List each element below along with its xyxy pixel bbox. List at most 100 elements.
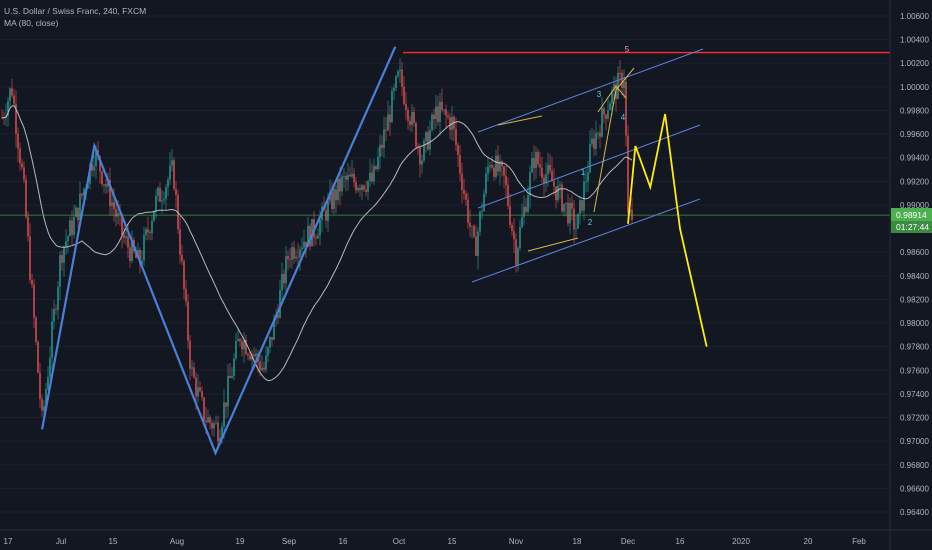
candle-body (345, 176, 347, 180)
candle-body (277, 314, 279, 318)
candle-body (463, 190, 465, 194)
price-tick-label: 0.98200 (900, 295, 929, 304)
candle-body (139, 249, 141, 265)
candle-body (621, 72, 623, 89)
candle-body (289, 259, 291, 261)
candle-body (159, 187, 161, 202)
candle-body (483, 193, 485, 212)
trend-line[interactable] (527, 237, 579, 252)
candle-body (607, 109, 609, 119)
candle-body (559, 184, 561, 186)
candle-body (631, 209, 633, 220)
price-tick-label: 0.97400 (900, 390, 929, 399)
candle-body (61, 255, 63, 263)
price-tick-label: 0.99200 (900, 177, 929, 186)
time-tick-label: 2020 (732, 537, 750, 546)
candle-body (401, 69, 403, 87)
time-axis[interactable]: 17 Jul 15 Aug 19 Sep 16 Oct 15 Nov 18 Dec 16 2020 20 Fe… (4, 537, 867, 546)
candle-body (325, 210, 327, 221)
channel-line[interactable] (477, 124, 701, 209)
candle-body (479, 211, 481, 232)
chart-legend: U.S. Dollar / Swiss Franc, 240, FXCM MA … (4, 5, 146, 29)
candle-body (489, 165, 491, 167)
candle-body (555, 186, 557, 201)
price-axis[interactable]: 1.00600 1.00400 1.00200 1.00000 0.99800 0.996… (900, 12, 929, 517)
candle-body (33, 284, 35, 318)
time-tick-label: 15 (448, 537, 457, 546)
moving-average-line (1, 105, 633, 382)
candle-body (393, 87, 395, 91)
candle-body (391, 90, 393, 123)
candle-body (493, 167, 495, 177)
candle-body (553, 181, 555, 187)
channel-line[interactable] (471, 198, 701, 283)
time-tick-label: Aug (170, 537, 184, 546)
candle-body (379, 144, 381, 157)
candle-body (73, 217, 75, 235)
wave-label: 3 (597, 90, 602, 99)
price-tick-label: 0.97600 (900, 366, 929, 375)
candle-body (593, 138, 595, 149)
candle-body (93, 166, 95, 171)
candle-body (365, 189, 367, 192)
forecast-path[interactable] (627, 113, 708, 347)
channel-line[interactable] (477, 48, 704, 133)
candle-body (173, 160, 175, 189)
candle-body (591, 138, 593, 144)
drawings-layer[interactable] (0, 46, 890, 456)
candle-body (597, 132, 599, 134)
candle-body (523, 206, 525, 217)
symbol-title[interactable]: U.S. Dollar / Swiss Franc, 240, FXCM (4, 6, 147, 16)
candle-body (529, 172, 531, 196)
candle-body (377, 156, 379, 170)
candle-body (305, 241, 307, 247)
candle-body (343, 176, 345, 177)
candle-body (183, 261, 185, 289)
candle-body (125, 236, 127, 239)
candle-body (279, 290, 281, 318)
candle-body (387, 114, 389, 131)
candle-body (207, 417, 209, 423)
trend-line[interactable] (497, 115, 543, 126)
candle-body (115, 209, 117, 217)
candle-body (163, 199, 165, 201)
candle-body (449, 117, 451, 131)
candle-body (31, 279, 33, 285)
candle-body (165, 187, 167, 200)
candle-body (19, 148, 21, 164)
candle-body (549, 164, 551, 171)
candle-body (353, 173, 355, 183)
candle-body (623, 81, 625, 89)
candle-body (233, 358, 235, 376)
trend-line[interactable] (597, 85, 627, 113)
candle-body (45, 389, 47, 407)
price-tick-label: 0.96600 (900, 484, 929, 493)
candle-body (399, 69, 401, 72)
candle-body (373, 166, 375, 182)
price-tick-label: 1.00000 (900, 83, 929, 92)
trend-line[interactable] (593, 67, 635, 213)
candle-body (619, 72, 621, 74)
candle-body (499, 161, 501, 172)
candle-body (113, 202, 115, 210)
price-tick-label: 0.96800 (900, 461, 929, 470)
time-tick-label: Jul (56, 537, 66, 546)
candle-body (367, 181, 369, 192)
candle-body (495, 155, 497, 177)
candle-body (481, 211, 483, 212)
candle-body (197, 387, 199, 397)
candle-body (71, 220, 73, 235)
candle-body (201, 391, 203, 398)
candle-body (199, 387, 201, 392)
candle-body (141, 260, 143, 265)
price-tick-label: 1.00600 (900, 12, 929, 21)
grid (0, 15, 890, 513)
candle-body (77, 207, 79, 221)
elliott-zigzag-line[interactable] (41, 46, 397, 456)
candle-body (531, 158, 533, 173)
candle-body (195, 377, 197, 397)
candle-body (545, 174, 547, 184)
time-tick-label: 16 (676, 537, 685, 546)
indicator-title[interactable]: MA (80, close) (4, 18, 59, 28)
